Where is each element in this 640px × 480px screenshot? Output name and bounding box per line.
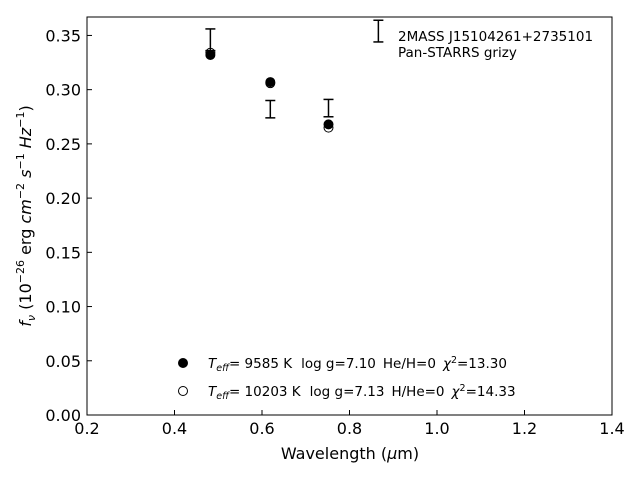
y-tick-label: 0.05 [45,352,81,371]
x-axis-label: Wavelength (μm) [281,444,419,463]
model-point-open [323,122,334,133]
legend-marker-open [178,386,188,396]
observed-errorbars [205,19,384,119]
y-tick-label: 0.15 [45,243,81,262]
observed-errorbar [265,99,276,119]
y-tick-label: 0.30 [45,81,81,100]
model-point-open [265,78,276,89]
legend-marker-filled [178,358,188,368]
x-tick-label: 0.8 [337,419,362,438]
x-tick-label: 0.2 [74,419,99,438]
axis-ticks: 0.2 0.4 0.6 0.8 1.0 1.2 1.4 0.00 0.05 0.10 0.15 0.2… [45,26,624,438]
annotation-object: 2MASS J15104261+2735101 [398,29,593,45]
x-tick-label: 1.0 [424,419,449,438]
annotation-photometry: Pan-STARRS grizy [398,45,517,61]
x-tick-label: 0.6 [249,419,274,438]
observed-errorbar [323,98,334,118]
y-tick-label: 0.20 [45,189,81,208]
model-point-open [205,47,216,58]
y-tick-label: 0.25 [45,135,81,154]
x-tick-label: 1.2 [512,419,537,438]
model-point-filled [205,49,216,60]
model-points [205,47,334,133]
y-tick-label: 0.10 [45,298,81,317]
x-tick-label: 1.4 [599,419,624,438]
x-tick-label: 0.4 [162,419,187,438]
model-point-filled [323,119,334,130]
y-tick-label: 0.35 [45,26,81,45]
observed-errorbar [205,28,216,52]
observed-errorbar [373,19,384,43]
y-axis-label: fν (10−26 erg cm−2 s−1 Hz−1) [14,105,38,326]
y-tick-label: 0.00 [45,406,81,425]
